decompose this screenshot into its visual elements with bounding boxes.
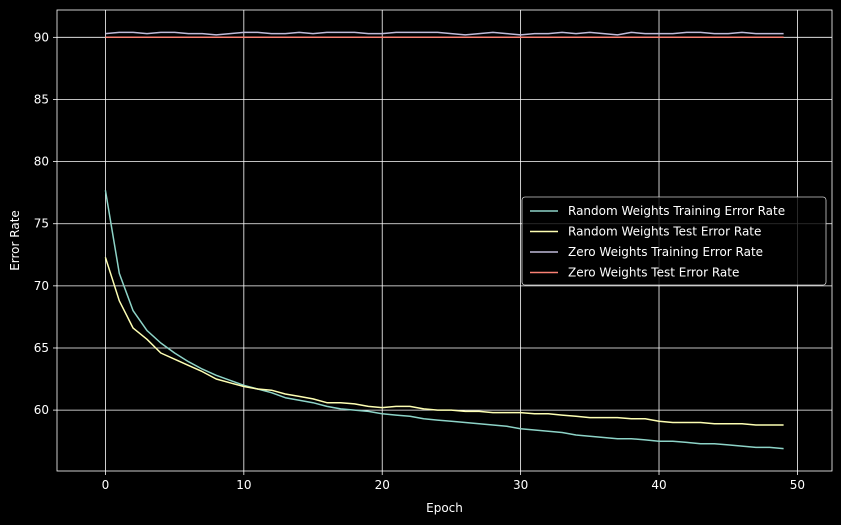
y-tick-label: 90 (34, 30, 49, 44)
series-line-1 (104, 190, 784, 450)
y-tick-label: 60 (34, 403, 49, 417)
x-axis-label: Epoch (426, 501, 463, 515)
legend-box (521, 196, 827, 286)
x-tick-label: 30 (513, 478, 528, 492)
series-line-2 (104, 257, 784, 426)
y-tick-label: 65 (34, 341, 49, 355)
y-tick-label: 70 (34, 279, 49, 293)
y-tick-label: 80 (34, 155, 49, 169)
y-tick-label: 75 (34, 217, 49, 231)
x-tick-label: 10 (236, 478, 251, 492)
legend-label: Zero Weights Training Error Rate (568, 245, 763, 259)
y-tick-label: 85 (34, 92, 49, 106)
x-tick-label: 40 (651, 478, 666, 492)
legend-label: Random Weights Training Error Rate (568, 204, 785, 218)
series-line-3 (105, 31, 784, 36)
x-tick-label: 20 (375, 478, 390, 492)
x-tick-label: 0 (102, 478, 110, 492)
legend: Random Weights Training Error Rate Random… (521, 196, 827, 286)
legend-label: Zero Weights Test Error Rate (568, 266, 739, 280)
legend-label: Random Weights Test Error Rate (568, 225, 761, 239)
y-axis-label: Error Rate (8, 210, 22, 271)
series-layer (104, 31, 784, 450)
x-tick-label: 50 (790, 478, 805, 492)
ticks: 0 10 20 30 40 50 60 65 70 75 80 85 90 (34, 30, 805, 492)
plot-frame (56, 9, 833, 472)
